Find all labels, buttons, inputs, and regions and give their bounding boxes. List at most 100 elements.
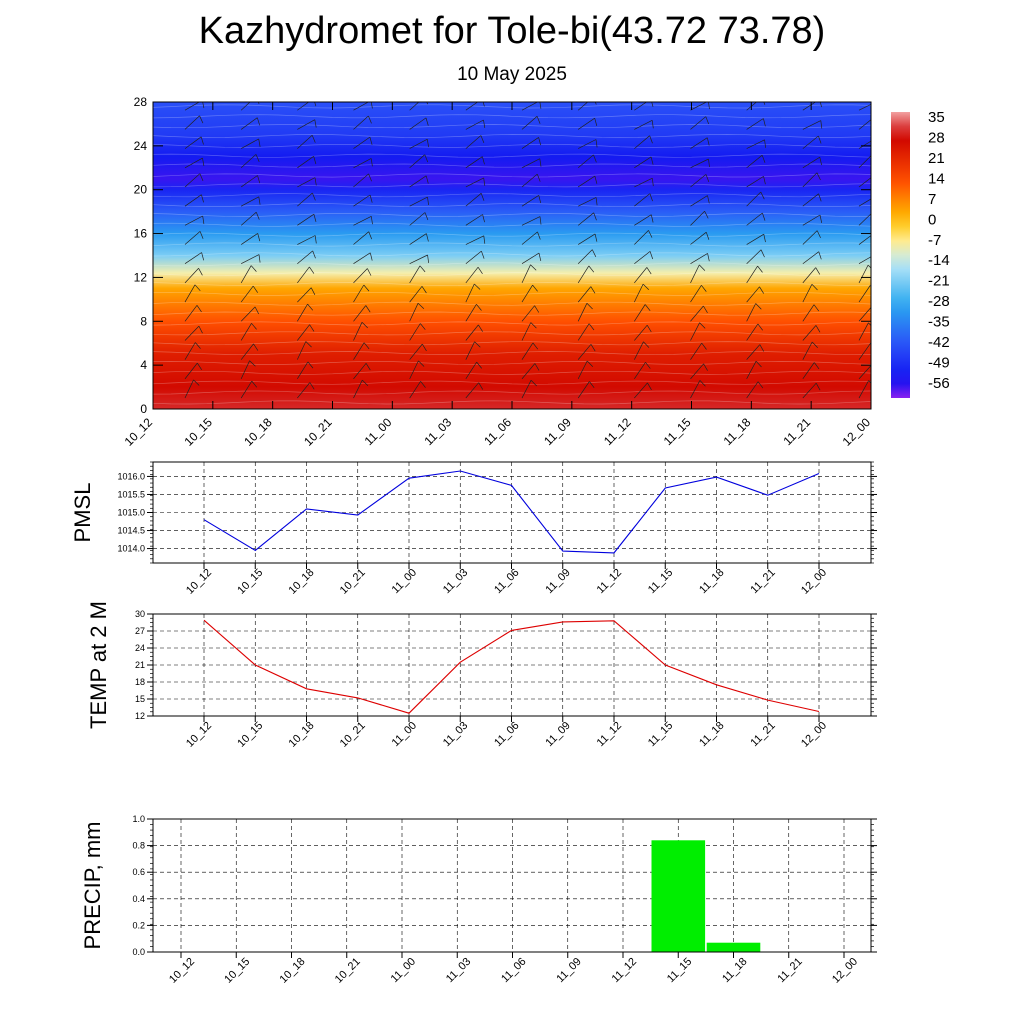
contour-line [153, 173, 871, 178]
wind-barb-flag [198, 268, 203, 276]
wind-barb-flag [536, 116, 541, 124]
wind-barb-flag [589, 381, 595, 389]
y-tick-label: 1014.5 [117, 526, 145, 536]
contour-line [153, 272, 871, 277]
y-tick-label: 0.0 [132, 947, 145, 957]
wind-barb-flag [868, 322, 871, 327]
wind-barb [184, 342, 196, 360]
wind-barb [297, 192, 313, 207]
x-tick-label: 10_21 [333, 956, 363, 986]
wind-barb [577, 381, 590, 399]
wind-barb-flag [818, 135, 822, 144]
wind-barb-flag [650, 156, 654, 165]
wind-barb-flag [595, 139, 598, 148]
wind-barb [746, 191, 762, 207]
wind-barb-flag [307, 303, 314, 311]
wind-barb-flag [361, 322, 368, 329]
page-subtitle: 10 May 2025 [457, 64, 567, 85]
wind-barb-flag [426, 233, 429, 242]
wind-barb [634, 304, 646, 322]
wind-barb-flag [425, 117, 429, 126]
wind-barb-flag [483, 235, 486, 244]
wind-barb-flag [759, 344, 765, 352]
wind-barb-flag [201, 194, 204, 203]
bar [706, 942, 761, 952]
wind-barb-flag [875, 117, 878, 125]
wind-barb [577, 233, 596, 245]
wind-barb-flag [593, 154, 597, 163]
wind-barb [690, 195, 708, 207]
wind-barb [241, 196, 259, 207]
wind-barb [577, 323, 590, 341]
wind-barb [184, 136, 202, 149]
x-tick-label: 11_21 [748, 720, 778, 750]
wind-barb-flag [763, 176, 766, 185]
wind-barb [184, 173, 201, 188]
wind-barb [409, 323, 421, 341]
panel-frame [152, 818, 872, 953]
contour-line [153, 153, 871, 158]
wind-barb-flag [815, 383, 821, 391]
wind-barb-flag [532, 284, 538, 292]
wind-barb [802, 156, 820, 169]
precip-panel: 0.0 0.2 0.4 0.6 0.8 1.0 10_12 10_15 10_18 10_21 11… [80, 814, 877, 986]
wind-barb [802, 341, 813, 360]
wind-barb [465, 382, 479, 399]
wind-barb [746, 323, 759, 341]
wind-barb [353, 268, 368, 284]
wind-barb-flag [648, 230, 653, 238]
wind-barb [297, 156, 314, 169]
wind-barb-flag [482, 102, 485, 107]
wind-barb [297, 119, 315, 130]
axis-title: PMSL [70, 483, 95, 543]
wind-barb [858, 235, 871, 245]
heatmap-panel: 0 4 8 12 16 20 24 28 10_12 10_15 10_18 10_21 11_00 11… [122, 95, 878, 449]
wind-barb [746, 139, 765, 149]
wind-barb [409, 303, 419, 322]
wind-barb-flag [309, 324, 315, 332]
x-tick-label: 11_21 [748, 567, 778, 597]
wind-barb [634, 156, 652, 169]
wind-barb-flag [707, 253, 710, 262]
wind-barb [240, 380, 253, 399]
y-tick-label: 28 [134, 95, 148, 109]
wind-barb-flag [755, 303, 762, 310]
wind-barb [746, 212, 763, 226]
colorbar-label: 35 [928, 109, 945, 126]
wind-barb [634, 135, 650, 149]
wind-barb-flag [703, 363, 708, 371]
x-tick-label: 11_18 [720, 956, 750, 986]
x-tick-label: 11_06 [492, 720, 522, 750]
contour-line [153, 134, 871, 138]
wind-barb [577, 212, 594, 226]
wind-barb-flag [365, 363, 371, 371]
wind-barb [409, 117, 427, 130]
wind-barb-flag [483, 119, 486, 128]
wind-barb-flag [480, 193, 485, 201]
wind-barb-flag [370, 158, 373, 167]
wind-barb-flag [872, 364, 876, 371]
wind-barb-flag [876, 138, 878, 146]
wind-barb [690, 137, 708, 149]
wind-barb-flag [645, 362, 651, 369]
wind-barb-flag [701, 285, 707, 292]
wind-barb [353, 252, 371, 265]
x-tick-label: 11_09 [541, 415, 574, 448]
page-title: Kazhydromet for Tole-bi(43.72 73.78) [198, 10, 826, 52]
wind-barb-flag [362, 379, 369, 386]
y-tick-label: 27 [135, 626, 145, 636]
wind-barb [240, 233, 258, 245]
wind-barb-flag [764, 139, 766, 148]
wind-barb-flag [591, 249, 597, 257]
wind-barb-flag [200, 136, 204, 145]
x-tick-label: 12_00 [799, 567, 829, 597]
y-tick-label: 15 [135, 694, 145, 704]
wind-barb-flag [763, 118, 766, 127]
wind-barb [577, 117, 595, 130]
wind-barb-flag [876, 196, 878, 204]
wind-barb [577, 175, 596, 188]
wind-barb-flag [312, 192, 316, 201]
wind-barb [578, 197, 597, 207]
wind-barb-flag [363, 342, 370, 350]
wind-barb-flag [814, 362, 820, 370]
